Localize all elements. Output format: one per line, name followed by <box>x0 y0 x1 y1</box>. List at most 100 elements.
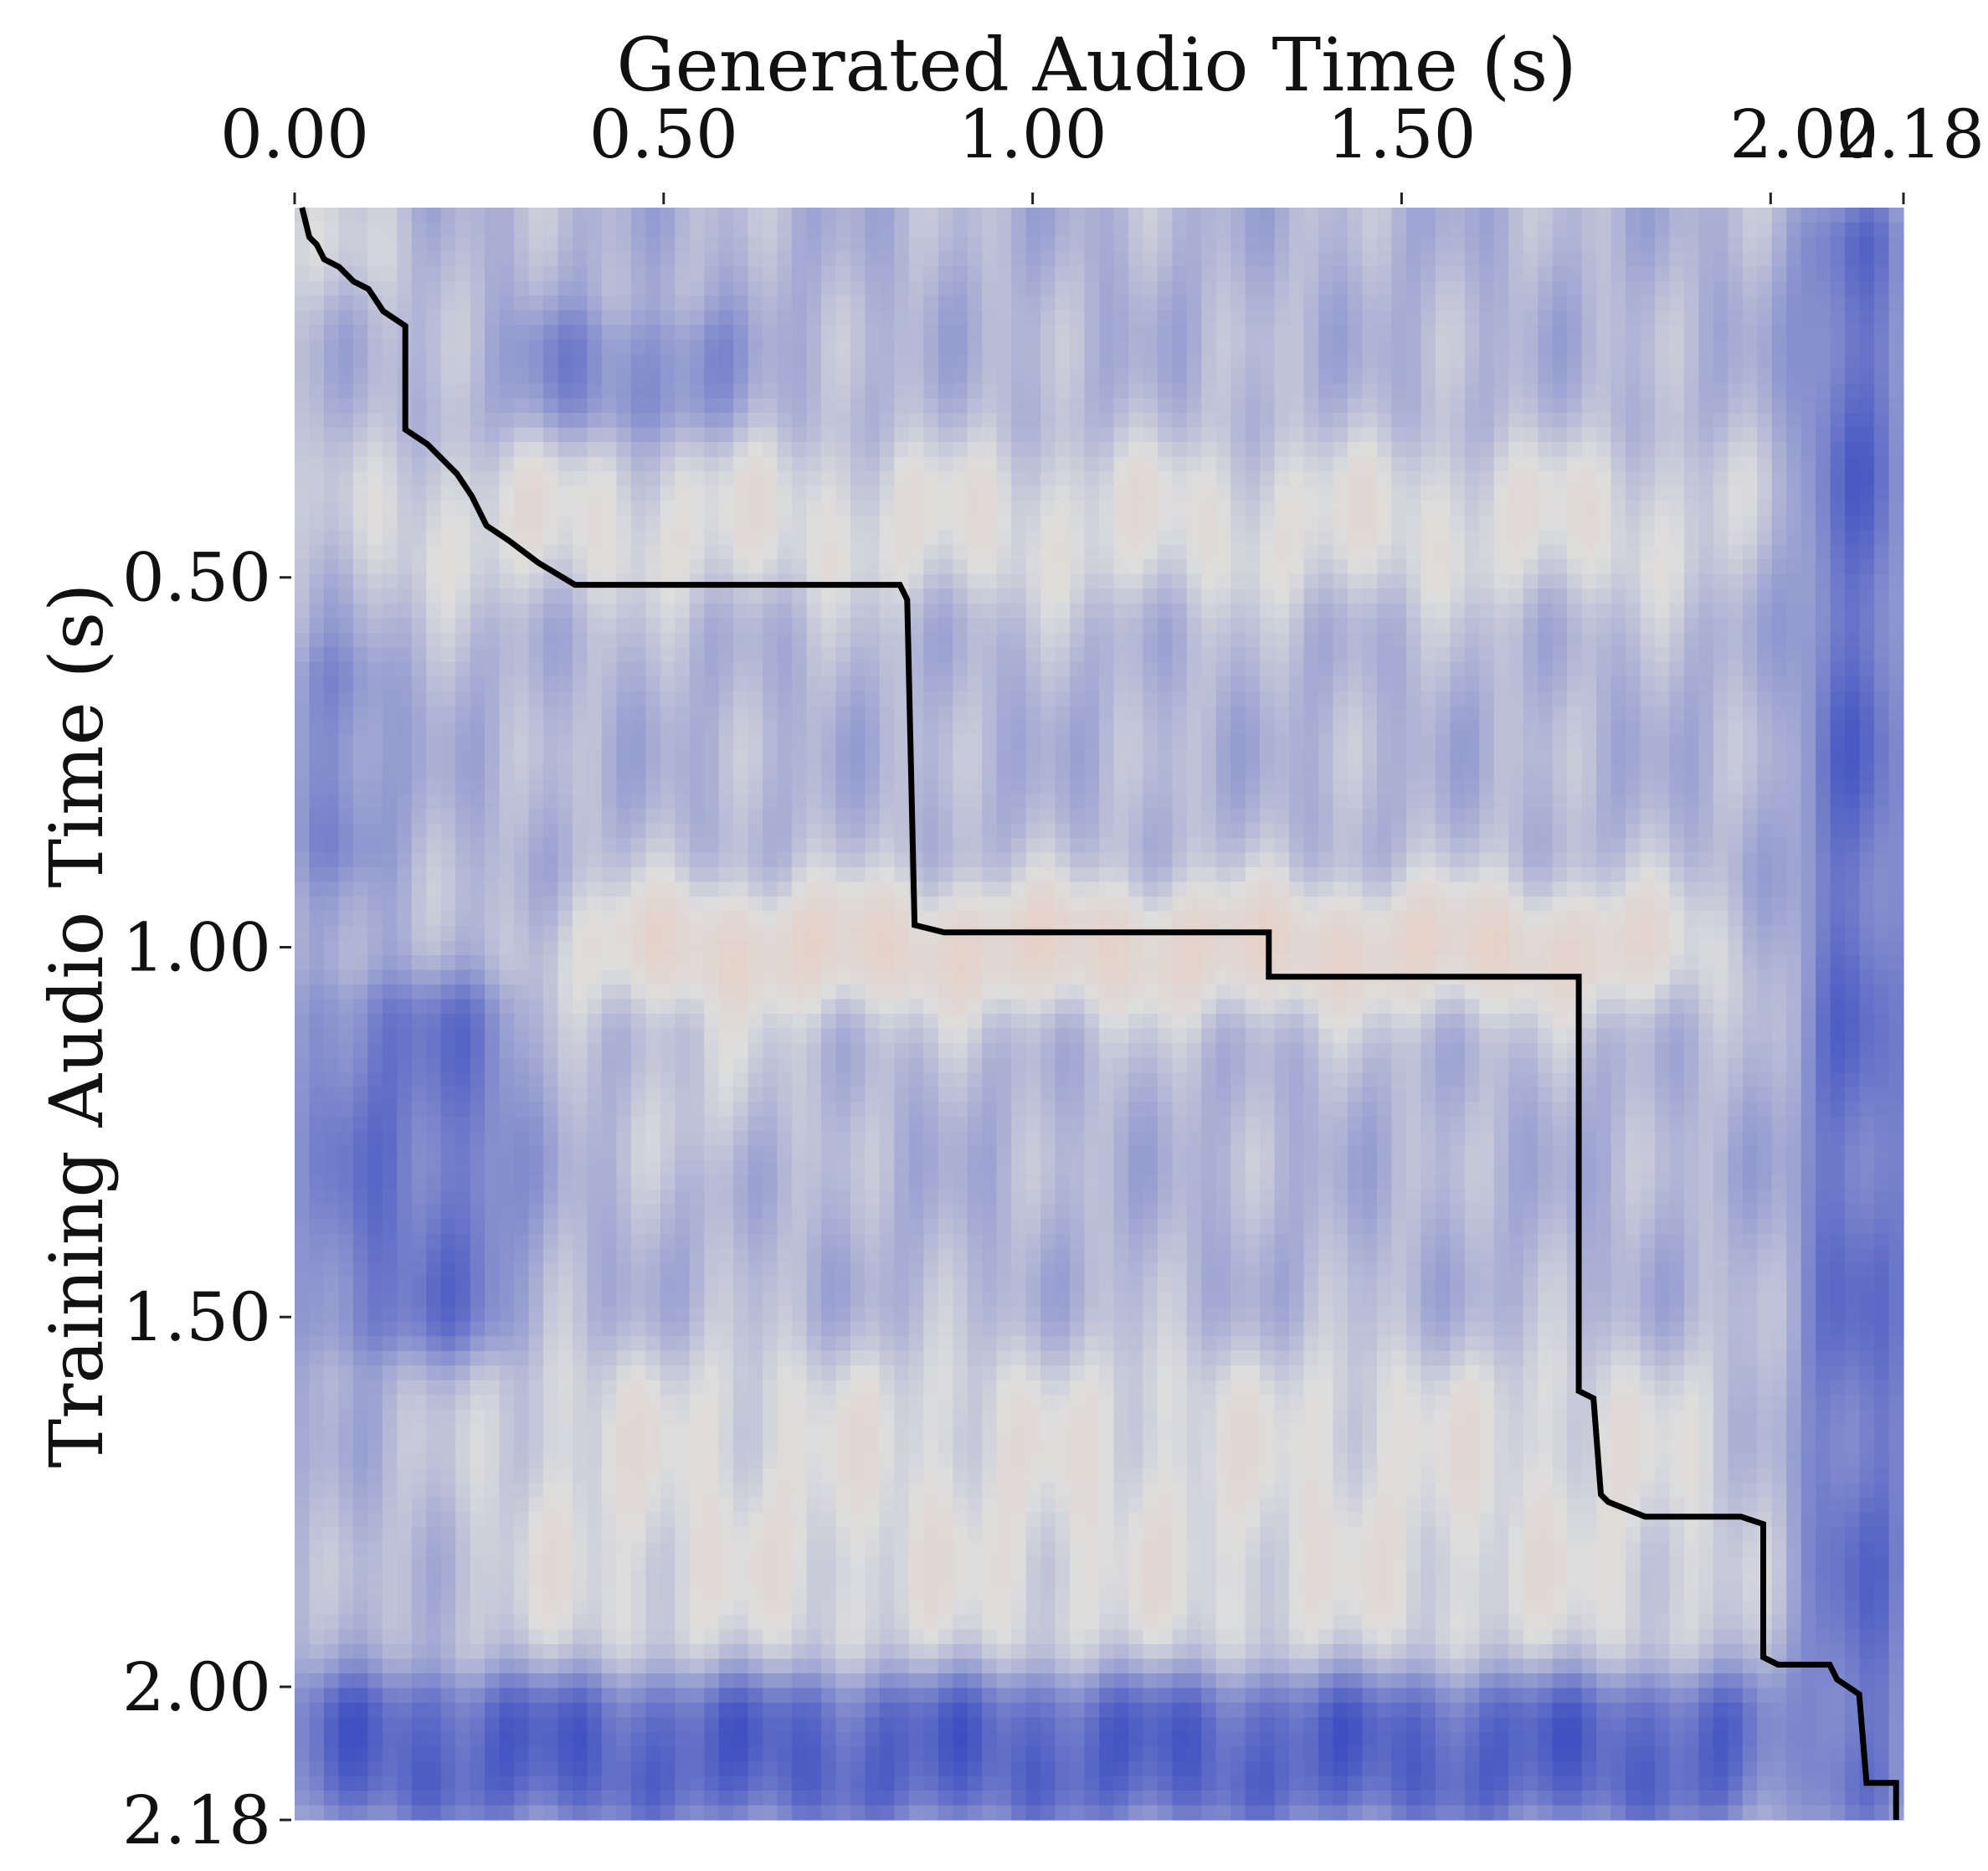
heatmap-cell <box>352 866 368 883</box>
heatmap-cell <box>1508 603 1524 619</box>
heatmap-cell <box>1757 383 1773 399</box>
heatmap-cell <box>1581 823 1597 839</box>
heatmap-cell <box>792 837 808 853</box>
heatmap-cell <box>557 530 573 546</box>
heatmap-cell <box>470 530 485 546</box>
heatmap-cell <box>1435 559 1451 575</box>
heatmap-cell <box>1391 486 1407 501</box>
heatmap-cell <box>777 720 793 736</box>
heatmap-cell <box>1874 368 1890 384</box>
heatmap-cell <box>777 808 793 824</box>
heatmap-cell <box>733 764 749 780</box>
heatmap-cell <box>1479 720 1495 736</box>
heatmap-cell <box>1567 442 1583 458</box>
heatmap-cell <box>689 530 705 546</box>
heatmap-cell <box>953 852 968 868</box>
heatmap-cell <box>601 603 617 619</box>
heatmap-cell <box>309 280 325 296</box>
heatmap-cell <box>1348 808 1364 824</box>
heatmap-cell <box>1215 749 1231 765</box>
heatmap-cell <box>1084 632 1100 648</box>
heatmap-cell <box>1011 515 1027 531</box>
heatmap-cell <box>1070 691 1086 707</box>
heatmap-cell <box>821 368 837 384</box>
heatmap-cell <box>718 779 734 794</box>
heatmap-cell <box>763 794 778 810</box>
heatmap-cell <box>1435 208 1451 224</box>
heatmap-cell <box>1683 325 1699 341</box>
heatmap-cell <box>1567 237 1583 253</box>
heatmap-cell <box>1420 530 1436 546</box>
heatmap-cell <box>1874 837 1890 853</box>
heatmap-cell <box>440 501 456 517</box>
heatmap-cell <box>1099 442 1115 458</box>
heatmap-cell <box>1450 632 1466 648</box>
heatmap-cell <box>338 706 354 722</box>
heatmap-cell <box>1186 837 1202 853</box>
heatmap-cells <box>295 208 1904 1821</box>
heatmap-cell <box>777 456 793 472</box>
heatmap-cell <box>1025 222 1041 238</box>
heatmap-cell <box>1771 501 1787 517</box>
heatmap-cell <box>1391 691 1407 707</box>
heatmap-cell <box>543 266 559 282</box>
heatmap-cell <box>543 354 559 370</box>
heatmap-cell <box>1420 325 1436 341</box>
heatmap-cell <box>792 794 808 810</box>
heatmap-cell <box>675 691 691 707</box>
heatmap-cell <box>1479 794 1495 810</box>
heatmap-cell <box>1391 544 1407 560</box>
heatmap-cell <box>1581 222 1597 238</box>
heatmap-cell <box>865 208 881 224</box>
heatmap-cell <box>1274 573 1290 589</box>
heatmap-cell <box>1113 427 1129 443</box>
heatmap-cell <box>1128 749 1144 765</box>
heatmap-cell <box>1348 486 1364 501</box>
heatmap-cell <box>1348 603 1364 619</box>
heatmap-cell <box>821 266 837 282</box>
heatmap-cell <box>1626 515 1641 531</box>
heatmap-cell <box>1640 251 1656 267</box>
heatmap-cell <box>1493 398 1509 414</box>
heatmap-cell <box>1874 208 1890 224</box>
heatmap-cell <box>1435 852 1451 868</box>
heatmap-cell <box>426 837 442 853</box>
heatmap-cell <box>1640 852 1656 868</box>
heatmap-cell <box>835 852 851 868</box>
heatmap-cell <box>1698 720 1714 736</box>
heatmap-cell <box>1011 442 1027 458</box>
heatmap-cell <box>1757 573 1773 589</box>
heatmap-cell <box>1654 413 1671 429</box>
heatmap-cell <box>1698 706 1714 722</box>
heatmap-cell <box>1011 456 1027 472</box>
heatmap-cell <box>514 779 530 794</box>
heatmap-cell <box>1669 383 1685 399</box>
heatmap-cell <box>1786 764 1802 780</box>
heatmap-cell <box>645 632 661 648</box>
heatmap-cell <box>1405 325 1421 341</box>
heatmap-cell <box>865 706 881 722</box>
heatmap-cell <box>718 852 734 868</box>
heatmap-cell <box>1333 296 1348 311</box>
heatmap-cell <box>1405 647 1421 663</box>
heatmap-cell <box>953 735 968 751</box>
heatmap-cell <box>1128 339 1144 355</box>
heatmap-cell <box>499 251 515 267</box>
heatmap-cell <box>660 676 676 692</box>
heatmap-cell <box>397 764 413 780</box>
heatmap-cell <box>295 823 311 839</box>
heatmap-cell <box>1376 339 1393 355</box>
heatmap-cell <box>1816 647 1831 663</box>
heatmap-cell <box>1801 515 1816 531</box>
heatmap-cell <box>295 383 311 399</box>
heatmap-cell <box>1479 413 1495 429</box>
heatmap-cell <box>923 720 939 736</box>
heatmap-cell <box>367 676 383 692</box>
heatmap-cell <box>616 237 632 253</box>
heatmap-cell <box>1099 296 1115 311</box>
heatmap-cell <box>865 266 881 282</box>
heatmap-cell <box>485 632 501 648</box>
heatmap-cell <box>572 515 588 531</box>
heatmap-cell <box>1610 632 1626 648</box>
heatmap-cell <box>835 471 851 487</box>
